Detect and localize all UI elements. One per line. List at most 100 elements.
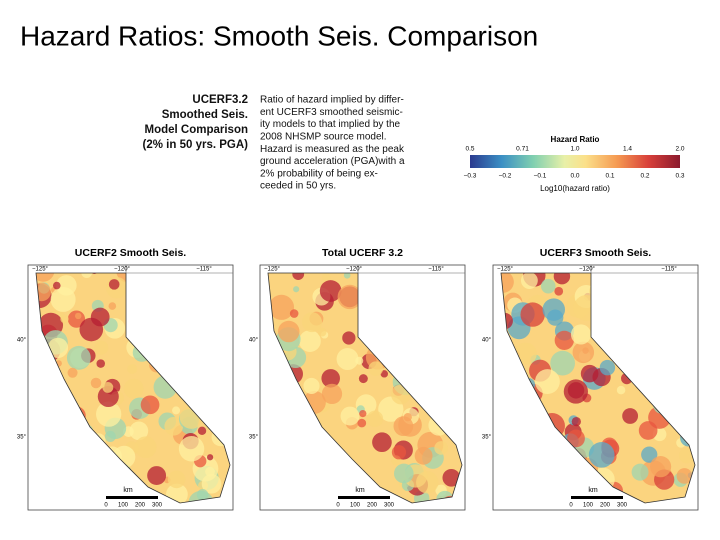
hazard-blob (196, 489, 209, 501)
hazard-blob (289, 309, 299, 318)
scale-bar (338, 496, 390, 499)
hazard-blob (206, 454, 214, 461)
hazard-blob (520, 273, 538, 289)
hazard-blob (97, 385, 119, 407)
heading-line: Model Comparison (144, 124, 248, 136)
hazard-blob (358, 374, 368, 384)
hazard-blob (52, 281, 61, 290)
hazard-blob (321, 383, 343, 405)
hazard-blob (649, 456, 672, 478)
hazard-blob (164, 416, 184, 436)
hazard-blob (342, 331, 356, 345)
legend-top-label: 0.71 (516, 146, 529, 153)
scale-bar (571, 496, 623, 499)
hazard-blob (414, 446, 433, 465)
hazard-blob (394, 463, 414, 484)
hazard-blob (108, 279, 120, 290)
hazard-blob (571, 416, 581, 427)
hazard-blob (368, 361, 384, 377)
map-panel: −125° −120° −115° 40° 35° km 0 100 200 300 (249, 264, 466, 511)
hazard-blob (147, 466, 167, 485)
hazard-blob (56, 275, 77, 296)
hazard-blob (380, 370, 388, 378)
lon-label: −115° (661, 267, 677, 273)
hazard-blob (140, 395, 160, 415)
legend-bottom-label: 0.3 (675, 173, 684, 180)
hazard-blob (534, 369, 560, 394)
hazard-blob (434, 441, 448, 455)
legend-title: Hazard Ratio (551, 135, 600, 144)
hazard-blob (205, 466, 215, 477)
hazard-blob (359, 409, 367, 418)
description-line: ity models to that implied by the (260, 119, 401, 130)
hazard-blob (123, 378, 144, 399)
map-title: UCERF3 Smooth Seis. (540, 247, 652, 259)
hazard-blob (567, 429, 585, 448)
heading-line: (2% in 50 yrs. PGA) (143, 139, 249, 151)
hazard-blob (542, 298, 566, 321)
scale-label: 100 (118, 503, 129, 509)
hazard-blob (67, 367, 78, 378)
description-line: 2008 NHSMP source model. (260, 132, 387, 143)
hazard-blob (81, 273, 93, 278)
hazard-blob (74, 312, 82, 320)
hazard-blob (303, 377, 320, 394)
legend-bottom-label: −0.3 (464, 173, 477, 180)
hazard-blob (616, 385, 626, 395)
hazard-blob (172, 406, 181, 415)
hazard-blob (550, 350, 576, 376)
hazard-blob (79, 317, 104, 342)
hazard-blob (96, 359, 105, 368)
scale-label: 300 (384, 503, 395, 509)
legend-axis-label: Log10(hazard ratio) (540, 184, 610, 193)
hazard-blob (588, 442, 615, 468)
scale-label: 200 (135, 503, 146, 509)
hazard-blob (268, 294, 295, 320)
lat-label: 40° (17, 338, 27, 344)
hazard-blob (197, 426, 207, 436)
description-line: ground acceleration (PGA)with a (260, 156, 405, 167)
scale-label: 0 (104, 503, 108, 509)
lat-label: 40° (482, 338, 492, 344)
hazard-blob (96, 401, 122, 427)
hazard-blob (336, 348, 359, 371)
hazard-blob (366, 410, 384, 428)
lat-label: 35° (249, 435, 259, 441)
legend-bottom-label: 0.1 (605, 173, 614, 180)
scale-unit: km (355, 487, 365, 494)
description-line: Hazard is measured as the peak (260, 144, 405, 155)
hazard-blob (554, 330, 574, 350)
scale-label: 200 (367, 503, 378, 509)
hazard-blob (90, 377, 102, 389)
hazard-blob (372, 432, 392, 453)
hazard-blob (641, 446, 658, 463)
scale-label: 100 (350, 503, 361, 509)
hazard-blob (94, 340, 109, 355)
hazard-blob (301, 312, 323, 333)
hazard-blob (570, 324, 592, 345)
hazard-blob (622, 408, 639, 424)
hazard-blob (321, 369, 340, 388)
scale-label: 300 (617, 503, 628, 509)
legend-top-label: 1.0 (570, 146, 579, 153)
hazard-blob (47, 337, 69, 358)
lat-label: 35° (17, 435, 27, 441)
hazard-blob (298, 330, 321, 353)
hazard-blob (631, 463, 649, 481)
hazard-blob (340, 406, 360, 426)
lon-label: −115° (196, 267, 212, 273)
heading-line: UCERF3.2 (192, 94, 248, 106)
lat-label: 35° (482, 435, 492, 441)
hazard-blob (102, 381, 114, 393)
hazard-blob (393, 416, 414, 437)
description-line: ceeded in 50 yrs. (260, 181, 336, 192)
hazard-blob (580, 364, 599, 383)
hazard-blob (520, 302, 545, 327)
lon-label: −125° (32, 267, 49, 273)
map-panel: −125° −120° −115° 40° 35° km 0 100 200 300 (17, 264, 234, 511)
hazard-blob (442, 468, 461, 487)
legend-top-label: 1.4 (623, 146, 632, 153)
hazard-blob (391, 445, 407, 460)
hazard-blob (599, 359, 616, 376)
description-line: Ratio of hazard implied by differ- (260, 95, 404, 106)
